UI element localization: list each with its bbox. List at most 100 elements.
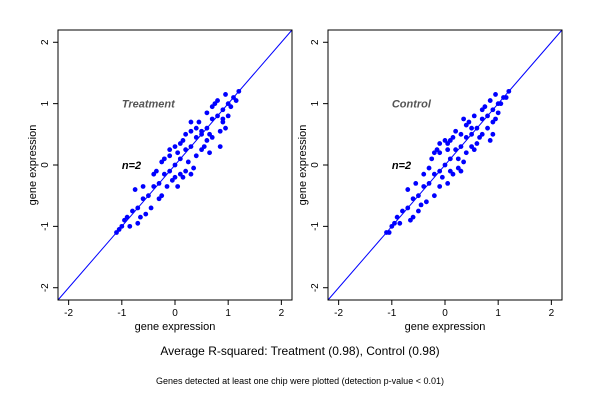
panel1-data-point [193,134,199,140]
panel2-data-point [426,165,432,171]
panel1-data-point [193,125,199,131]
panel1-data-point [220,116,226,122]
panel1-data-point [167,168,173,174]
panel2-data-point [471,147,477,153]
panel1-data-point [148,205,154,211]
panel2-data-point [485,113,490,119]
panel2-x-tick-label: -1 [387,308,396,319]
panel1-x-tick-label: -2 [64,308,73,319]
panel2-data-point [469,131,474,137]
panel2-data-point [469,125,474,131]
panel2-data-point [439,174,445,180]
panel1-data-point [151,184,157,189]
panel2-data-point [421,171,427,177]
panel1-data-point [140,196,146,202]
panel1-data-point [172,162,178,168]
panel2-y-tick-label: 2 [310,39,321,45]
panel1-data-point [175,150,181,156]
panel2-data-point [463,150,469,156]
panel2-data-point [490,119,496,125]
panel2-data-point [455,165,461,171]
panel1-data-point [228,104,234,110]
panel2-data-point [397,220,403,226]
panel2-data-point [431,193,437,199]
panel1-data-point [209,104,215,110]
panel1-data-point [177,171,183,177]
panel2-data-point [416,193,421,199]
panel1-x-axis-label: gene expression [135,321,216,333]
panel2-data-point [431,150,437,156]
panel2-data-point [455,156,461,162]
panel1-data-point [156,181,162,186]
panel1-data-point [164,184,170,189]
panel1-data-point [225,113,231,119]
panel1-data-point [132,187,138,192]
panel1-data-point [188,144,194,149]
panel1-data-point [217,128,223,134]
panel1-data-point [180,138,186,143]
panel1-data-point [172,144,178,149]
panel2-data-point [506,88,512,94]
panel1-data-point [220,107,226,113]
panel2-data-point [442,162,448,168]
panel2-data-point [421,184,427,189]
panel2-data-point [471,113,477,119]
panel2-data-point [386,230,392,235]
panel1-y-tick-label: -2 [40,283,51,292]
panel2-data-point [445,147,451,153]
panel1-data-point [138,214,143,220]
panel2-data-point [405,187,411,192]
panel2-data-point [490,131,496,137]
panel1-x-tick-label: 0 [172,308,178,319]
panel2-data-point [458,144,464,149]
panel1-data-point [177,156,183,162]
panel2-data-point [461,159,467,165]
panel1-data-point [130,208,135,214]
panel2-y-tick-label: 0 [310,162,321,168]
panel1-data-point [188,171,194,177]
panel2-data-point [410,196,416,202]
panel1-data-point [215,98,220,103]
panel1-data-point [207,131,212,137]
panel2-data-point [453,128,459,134]
panel2-data-point [503,95,509,100]
panel1-data-point [204,138,210,143]
panel2-sample-count: n=2 [392,160,411,172]
panel2-data-point [474,141,480,146]
panel1-data-point [153,168,159,174]
panel2-data-point [416,208,421,214]
panel1-data-point [146,193,151,199]
panel1-y-tick-label: 2 [40,39,51,45]
panel2-data-point [450,134,456,140]
panel2-data-point [429,156,435,162]
panel2-data-point [485,125,490,131]
panel2-data-point [477,134,482,140]
panel2-y-tick-label: -1 [310,221,321,230]
panel2-data-point [479,107,485,113]
panel2-data-point [487,138,493,143]
panel2-data-point [458,131,464,137]
r-squared-caption: Average R-squared: Treatment (0.98), Con… [160,344,440,358]
panel1-data-point [175,184,181,189]
panel1-sample-count: n=2 [122,160,141,172]
panel2-data-point [447,156,453,162]
panel1-data-point [188,128,194,134]
panel1-data-point [127,223,133,229]
panel2-data-point [413,181,419,186]
panel2-x-tick-label: 0 [442,308,448,319]
panel1-data-point [122,217,127,223]
panel2-data-point [463,134,469,140]
panel2-x-axis-label: gene expression [405,321,486,333]
panel1-data-point [217,144,223,149]
panel2-x-tick-label: -2 [334,308,343,319]
panel1-data-point [183,147,189,153]
panel2-y-tick-label: 1 [310,100,321,106]
panel1-y-tick-label: 1 [40,100,51,106]
panel1-data-point [143,211,149,217]
panel1-data-point [223,125,228,131]
panel1-data-point [167,153,173,159]
panel1-data-point [201,144,207,149]
panel2-x-tick-label: 1 [495,308,501,319]
panel1-y-tick-label: -1 [40,221,51,230]
panel1-data-point [196,119,202,125]
